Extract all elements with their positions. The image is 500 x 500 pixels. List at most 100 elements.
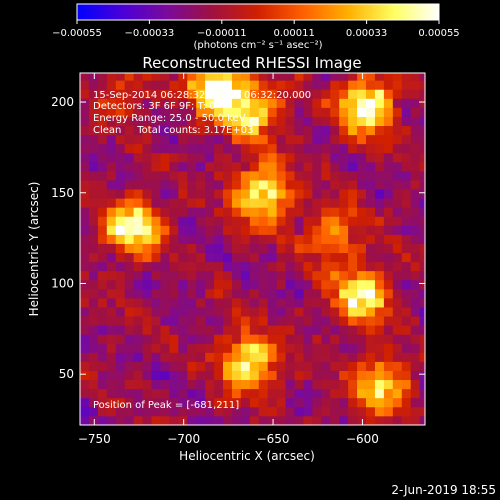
heatmap-cell	[357, 243, 367, 254]
heatmap-cell	[330, 406, 340, 417]
colorbar-ticks: −0.00055 −0.00033 −0.00011 0.00011 0.00033 0.…	[52, 20, 460, 39]
heatmap-cell	[178, 216, 188, 226]
heatmap-cell	[205, 73, 215, 81]
heatmap-cell	[321, 370, 331, 381]
heatmap-cell	[321, 198, 331, 208]
heatmap-cell	[88, 361, 99, 371]
heatmap-cell	[258, 352, 269, 362]
heatmap-cell	[80, 252, 90, 263]
heatmap-cell	[357, 161, 367, 172]
heatmap-cell	[374, 80, 385, 90]
heatmap-cell	[258, 307, 269, 317]
heatmap-cell	[133, 334, 143, 344]
heatmap-cell	[133, 207, 143, 217]
heatmap-cell	[410, 180, 421, 190]
heatmap-cell	[321, 234, 331, 244]
heatmap-cell	[285, 370, 295, 381]
heatmap-cell	[187, 180, 197, 190]
heatmap-cell	[214, 334, 224, 344]
heatmap-cell	[303, 316, 313, 326]
heatmap-cell	[151, 107, 161, 117]
heatmap-cell	[419, 143, 425, 154]
heatmap-cell	[80, 370, 90, 381]
heatmap-cell	[178, 379, 188, 390]
heatmap-cell	[249, 316, 260, 326]
heatmap-cell	[294, 388, 304, 399]
heatmap-cell	[339, 252, 349, 263]
heatmap-cell	[115, 379, 126, 390]
heatmap-cell	[419, 189, 425, 199]
heatmap-cell	[267, 334, 278, 344]
heatmap-cell	[106, 134, 117, 145]
heatmap-cell	[383, 397, 394, 408]
heatmap-cell	[151, 125, 161, 136]
heatmap-cell	[312, 406, 322, 417]
heatmap-cell	[240, 352, 251, 362]
heatmap-cell	[374, 189, 385, 199]
heatmap-cell	[196, 143, 206, 154]
heatmap-cell	[187, 89, 197, 99]
heatmap-cell	[366, 125, 376, 136]
heatmap-cell	[205, 279, 215, 290]
heatmap-cell	[80, 152, 90, 163]
heatmap-cell	[106, 370, 117, 381]
heatmap-cell	[276, 73, 286, 81]
heatmap-cell	[392, 334, 403, 344]
heatmap-cell	[401, 325, 412, 335]
heatmap-cell	[187, 397, 197, 408]
heatmap-cell	[339, 116, 349, 127]
heatmap-cell	[276, 189, 286, 199]
heatmap-cell	[178, 325, 188, 335]
heatmap-cell	[357, 80, 367, 90]
heatmap-cell	[276, 279, 286, 290]
heatmap-cell	[205, 297, 215, 308]
heatmap-cell	[88, 116, 99, 127]
heatmap-cell	[115, 270, 126, 281]
heatmap-cell	[348, 325, 358, 335]
heatmap-cell	[142, 134, 152, 145]
heatmap-cell	[133, 270, 143, 281]
heatmap-cell	[321, 343, 331, 353]
heatmap-cell	[124, 379, 135, 390]
heatmap-cell	[115, 316, 126, 326]
heatmap-cell	[151, 370, 161, 381]
heatmap-cell	[223, 116, 233, 127]
heatmap-cell	[88, 279, 99, 290]
heatmap-cell	[80, 89, 90, 99]
annotation-block: 15-Sep-2014 06:28:32.000 to 06:32:20.000…	[93, 90, 311, 411]
colorbar-tick-label: 0.00011	[274, 28, 315, 39]
heatmap-cell	[106, 107, 117, 117]
heatmap-cell	[330, 297, 340, 308]
heatmap-cell	[383, 207, 394, 217]
heatmap-cell	[258, 343, 269, 353]
heatmap-cell	[115, 397, 126, 408]
heatmap-cell	[348, 225, 358, 235]
heatmap-cell	[419, 234, 425, 244]
heatmap-cell	[330, 107, 340, 117]
heatmap-cell	[249, 261, 260, 272]
heatmap-cell	[115, 207, 126, 217]
heatmap-cell	[330, 415, 340, 425]
heatmap-cell	[142, 207, 152, 217]
heatmap-cell	[240, 161, 251, 172]
heatmap-cell	[374, 161, 385, 172]
heatmap-cell	[249, 270, 260, 281]
heatmap-cell	[348, 415, 358, 425]
heatmap-cell	[285, 170, 295, 181]
heatmap-cell	[258, 397, 269, 408]
heatmap-cell	[419, 316, 425, 326]
heatmap-cell	[178, 352, 188, 362]
heatmap-cell	[223, 388, 233, 399]
heatmap-cell	[348, 89, 358, 99]
heatmap-cell	[366, 98, 376, 108]
heatmap-cell	[258, 243, 269, 254]
heatmap-cell	[294, 270, 304, 281]
heatmap-cell	[97, 216, 108, 226]
heatmap-cell	[401, 234, 412, 244]
heatmap-cell	[249, 379, 260, 390]
heatmap-cell	[142, 143, 152, 154]
heatmap-cell	[240, 134, 251, 145]
heatmap-cell	[339, 288, 349, 299]
heatmap-cell	[115, 152, 126, 163]
heatmap-cell	[97, 343, 108, 353]
